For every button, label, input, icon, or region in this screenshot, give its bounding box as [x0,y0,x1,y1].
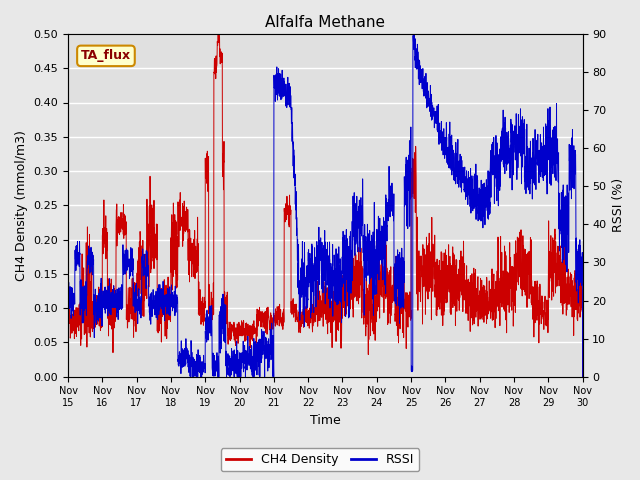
CH4 Density [579,374,586,380]
RSSI [187,374,195,380]
CH4 Density [154,328,161,334]
RSSI [64,295,72,301]
RSSI [410,31,418,37]
RSSI [284,74,292,80]
Line: CH4 Density: CH4 Density [68,34,582,377]
Text: TA_flux: TA_flux [81,49,131,62]
Y-axis label: CH4 Density (mmol/m3): CH4 Density (mmol/m3) [15,130,28,281]
CH4 Density [284,210,292,216]
CH4 Density [569,298,577,304]
CH4 Density [215,31,223,37]
X-axis label: Time: Time [310,414,340,427]
Line: RSSI: RSSI [68,34,582,377]
Y-axis label: RSSI (%): RSSI (%) [612,178,625,232]
Title: Alfalfa Methane: Alfalfa Methane [266,15,385,30]
RSSI [513,132,521,137]
RSSI [262,348,269,354]
RSSI [579,374,586,380]
RSSI [123,262,131,267]
CH4 Density [123,302,131,308]
Legend: CH4 Density, RSSI: CH4 Density, RSSI [221,448,419,471]
CH4 Density [262,329,269,335]
RSSI [154,314,161,320]
CH4 Density [64,311,72,316]
CH4 Density [513,255,521,261]
RSSI [569,149,577,155]
